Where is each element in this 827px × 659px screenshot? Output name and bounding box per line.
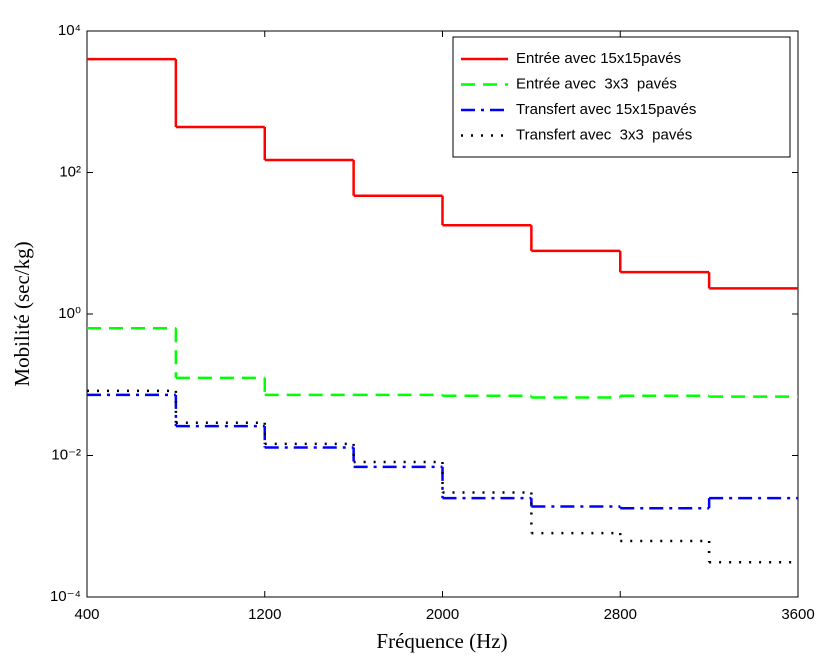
legend-label: Transfert avec 3x3 pavés bbox=[516, 126, 692, 143]
legend-label: Entrée avec 3x3 pavés bbox=[516, 75, 677, 92]
y-tick-label: 10⁴ bbox=[58, 22, 81, 39]
x-tick-label: 2000 bbox=[426, 606, 459, 623]
y-axis-label: Mobilité (sec/kg) bbox=[10, 241, 34, 386]
y-tick-label: 10⁻² bbox=[51, 446, 81, 463]
legend-label: Transfert avec 15x15pavés bbox=[516, 101, 696, 118]
y-tick-label: 10⁻⁴ bbox=[50, 588, 81, 605]
x-tick-label: 2800 bbox=[604, 606, 637, 623]
legend-box bbox=[452, 36, 791, 158]
x-tick-label: 3600 bbox=[781, 606, 814, 623]
x-axis-label: Fréquence (Hz) bbox=[376, 629, 507, 653]
legend-label: Entrée avec 15x15pavés bbox=[516, 50, 681, 67]
x-tick-label: 1200 bbox=[248, 606, 281, 623]
x-tick-label: 400 bbox=[74, 606, 99, 623]
y-tick-label: 10² bbox=[59, 163, 81, 180]
y-tick-label: 10⁰ bbox=[58, 305, 81, 322]
